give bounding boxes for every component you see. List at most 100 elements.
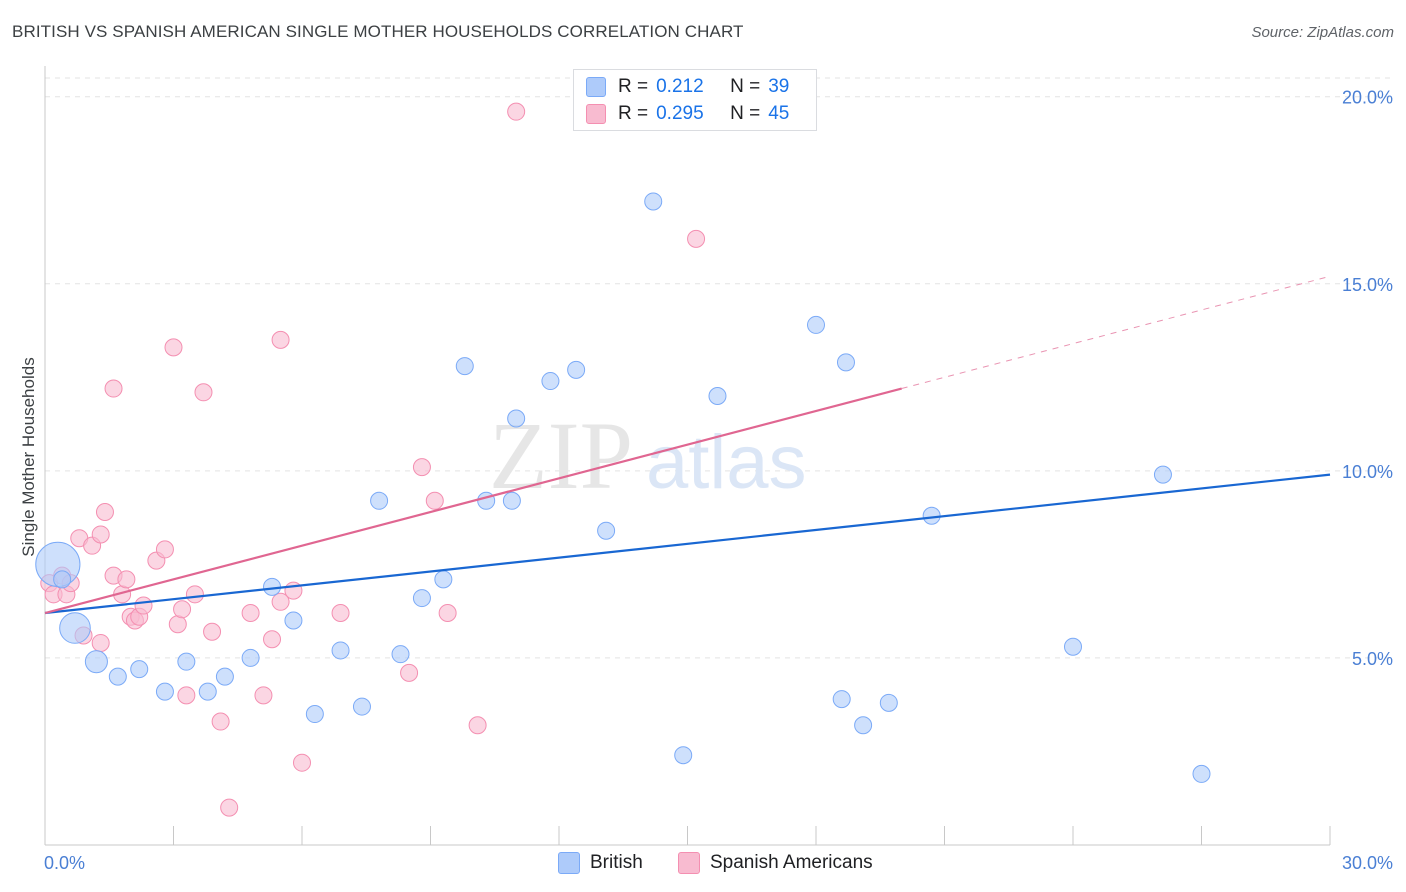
spanish-trend-line	[44, 387, 902, 615]
trend-lines	[44, 275, 1331, 615]
spanish-point	[185, 585, 204, 604]
spanish-point	[507, 102, 526, 121]
british-point	[832, 690, 851, 709]
spanish-point	[104, 379, 123, 398]
x-tick-label: 30.0%	[1342, 853, 1393, 873]
british-point	[434, 570, 453, 589]
spanish-point	[220, 798, 239, 817]
spanish-point	[203, 622, 222, 641]
y-tick-label: 15.0%	[1342, 275, 1393, 295]
british-point	[84, 650, 108, 674]
spanish-point	[293, 753, 311, 772]
british-point	[59, 612, 91, 644]
british-point	[1192, 764, 1211, 783]
spanish-r-value: 0.295	[656, 103, 704, 124]
british-point	[507, 409, 526, 428]
british-swatch	[586, 77, 606, 97]
british-point	[854, 716, 873, 735]
spanish-point	[271, 592, 290, 611]
spanish-point	[425, 491, 444, 510]
spanish-point	[211, 712, 230, 731]
tick-labels: 5.0% 10.0% 15.0% 20.0% 0.0% 30.0%	[44, 88, 1393, 873]
spanish-point	[168, 615, 187, 634]
spanish-point	[177, 686, 196, 705]
spanish-point	[412, 458, 431, 477]
british-point	[1153, 465, 1172, 484]
british-point	[352, 697, 371, 716]
axes	[44, 66, 1331, 846]
spanish-swatch	[678, 852, 700, 874]
spanish-point	[241, 604, 260, 623]
british-swatch	[558, 852, 580, 874]
british-point	[331, 641, 350, 660]
british-point	[370, 491, 389, 510]
british-point	[198, 682, 217, 701]
british-point	[412, 589, 431, 608]
legend-row-spanish: R = 0.295 N = 45	[586, 102, 789, 126]
british-point	[155, 682, 174, 701]
spanish-point	[173, 600, 192, 619]
gridlines	[45, 77, 1395, 659]
correlation-legend: R = 0.212 N = 39 R = 0.295 N = 45	[573, 69, 817, 131]
british-n-value: 39	[768, 76, 790, 97]
spanish-point	[438, 604, 457, 623]
british-point	[305, 705, 324, 724]
x-tick-label: 0.0%	[44, 853, 85, 873]
source-label: Source: ZipAtlas.com	[1251, 24, 1394, 41]
bottom-legend-spanish: Spanish Americans	[678, 852, 873, 874]
british-point	[922, 506, 941, 525]
r-label: R =	[618, 76, 649, 97]
n-label: N =	[730, 76, 761, 97]
legend-row-british: R = 0.212 N = 39	[586, 75, 789, 99]
british-r-value: 0.212	[656, 76, 704, 97]
british-trend-line	[44, 473, 1331, 615]
british-point	[879, 693, 898, 712]
watermark-atlas: atlas	[646, 420, 807, 505]
british-point	[541, 372, 560, 391]
british-point	[391, 645, 410, 664]
spanish-point	[194, 383, 213, 402]
spanish-n-value: 45	[768, 103, 790, 124]
british-points	[35, 192, 1211, 783]
british-point	[567, 360, 586, 379]
spanish-point	[263, 630, 282, 649]
spanish-point	[155, 540, 174, 559]
spanish-point	[91, 525, 110, 544]
n-label: N =	[730, 103, 761, 124]
spanish-americans-points	[40, 102, 706, 817]
y-tick-label: 5.0%	[1352, 649, 1393, 669]
british-point	[177, 652, 196, 671]
british-point	[108, 667, 127, 686]
spanish-point	[117, 570, 136, 589]
y-tick-label: 10.0%	[1342, 462, 1393, 482]
bottom-legend-british: British	[558, 852, 643, 874]
r-label: R =	[618, 103, 649, 124]
british-point	[53, 570, 72, 589]
british-point	[241, 648, 260, 667]
y-tick-label: 20.0%	[1342, 88, 1393, 108]
british-point	[1064, 637, 1082, 656]
chart-title: BRITISH VS SPANISH AMERICAN SINGLE MOTHE…	[12, 22, 744, 41]
british-point	[130, 660, 149, 679]
spanish-trend-line-extension	[901, 275, 1331, 390]
spanish-point	[164, 338, 183, 357]
british-legend-label: British	[590, 852, 643, 873]
british-point	[502, 491, 521, 510]
y-axis-label: Single Mother Households	[19, 357, 38, 556]
spanish-point	[95, 503, 114, 522]
british-point	[708, 387, 727, 406]
spanish-point	[468, 716, 487, 735]
british-point	[215, 667, 234, 686]
british-point	[644, 192, 663, 211]
british-point	[455, 357, 474, 376]
spanish-point	[134, 596, 153, 615]
british-point	[597, 521, 616, 540]
spanish-point	[331, 604, 350, 623]
spanish-legend-label: Spanish Americans	[710, 852, 873, 873]
spanish-swatch	[586, 104, 606, 124]
british-point	[674, 746, 693, 765]
spanish-point	[271, 330, 290, 349]
british-point	[807, 315, 825, 334]
spanish-point	[400, 663, 419, 682]
